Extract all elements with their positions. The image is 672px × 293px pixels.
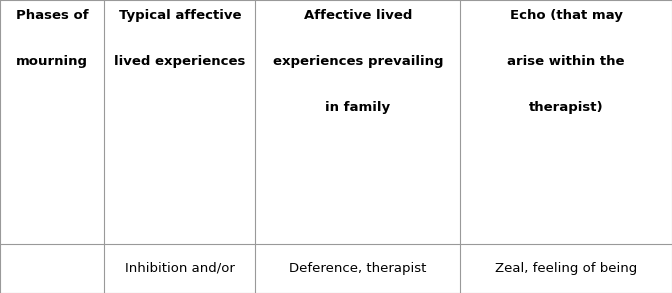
Text: Zeal, feeling of being: Zeal, feeling of being: [495, 262, 637, 275]
Text: Typical affective

lived experiences: Typical affective lived experiences: [114, 9, 245, 68]
Text: Echo (that may

arise within the

therapist): Echo (that may arise within the therapis…: [507, 9, 625, 114]
Text: Phases of

mourning: Phases of mourning: [15, 9, 89, 68]
Text: Deference, therapist: Deference, therapist: [289, 262, 427, 275]
Text: Inhibition and/or: Inhibition and/or: [125, 262, 235, 275]
Text: Affective lived

experiences prevailing

in family: Affective lived experiences prevailing i…: [273, 9, 443, 114]
